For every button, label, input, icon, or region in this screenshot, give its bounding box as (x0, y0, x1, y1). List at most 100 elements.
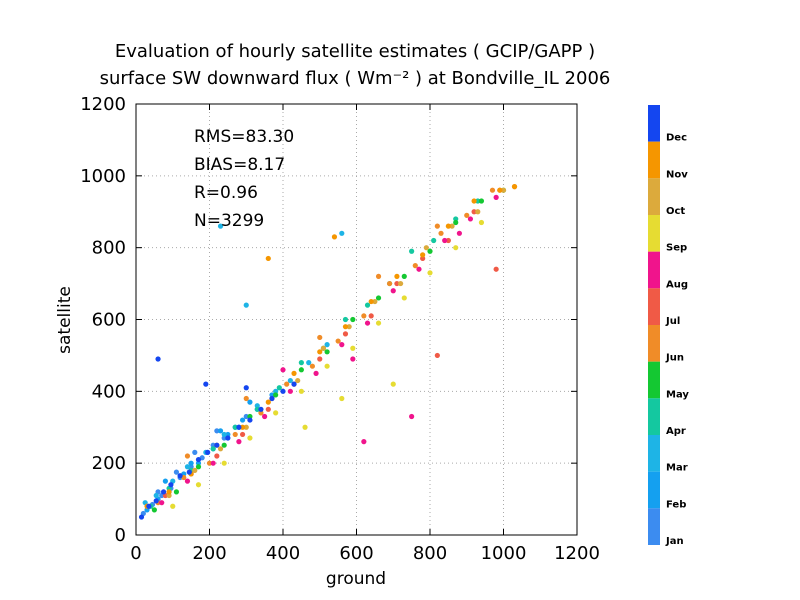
data-point-mar (287, 377, 293, 384)
stats-box: RMS=83.30 BIAS=8.17 R=0.96 N=3299 (194, 127, 294, 231)
data-point-nov (420, 252, 426, 258)
data-point-dec (160, 489, 167, 495)
data-point-jan (214, 428, 220, 434)
data-point-dec (225, 435, 231, 441)
data-point-oct (449, 223, 455, 229)
data-point-oct (192, 467, 198, 473)
data-point-mar (221, 431, 227, 438)
y-tick-label: 200 (92, 453, 126, 474)
x-tick-label: 600 (339, 543, 373, 564)
data-point-dec (214, 442, 220, 448)
data-point-jul (368, 313, 374, 319)
data-point-apr (210, 446, 216, 452)
data-point-jun (309, 363, 315, 369)
data-point-jan (243, 413, 249, 420)
data-point-nov (265, 255, 271, 262)
data-point-dec (280, 388, 286, 394)
data-point-dec (205, 449, 211, 455)
data-point-jun (438, 230, 444, 236)
colorbar-label-sep: Sep (666, 243, 687, 254)
data-point-may (247, 413, 253, 420)
data-point-may (478, 198, 485, 204)
data-point-sep (221, 460, 227, 466)
data-point-dec (146, 503, 152, 509)
data-point-nov (445, 223, 451, 229)
data-point-aug (493, 194, 499, 200)
data-point-may (173, 489, 180, 495)
data-point-jan (210, 442, 216, 448)
data-point-may (221, 442, 227, 448)
data-point-aug (456, 230, 462, 236)
month-colorbar: Dec Nov Oct Sep Aug Jul Jun May Apr Mar Feb Jan (648, 105, 689, 547)
data-point-aug (442, 237, 448, 244)
data-point-apr (254, 406, 260, 412)
data-point-jun (206, 460, 213, 466)
y-tick-label: 1200 (80, 94, 126, 115)
data-point-mar (339, 230, 345, 236)
colorbar-label-apr: Apr (666, 426, 686, 437)
data-point-dec (177, 473, 183, 479)
axis-ticks: 0 200 400 600 800 1000 1200 0 200 400 600 800 1000 12… (80, 94, 600, 564)
data-point-aug (210, 460, 216, 466)
data-point-sep (390, 381, 396, 387)
stat-bias: BIAS=8.17 (194, 155, 285, 175)
data-point-oct (398, 280, 404, 287)
data-point-mar (184, 464, 191, 470)
grid-lines (136, 104, 577, 535)
data-point-sep (324, 363, 330, 369)
data-point-feb (269, 392, 275, 398)
data-point-jun (412, 263, 418, 269)
stat-rms: RMS=83.30 (194, 127, 294, 147)
stat-n: N=3299 (194, 211, 264, 231)
data-point-jun (184, 453, 191, 459)
data-point-sep (375, 320, 382, 326)
data-point-may (401, 273, 407, 279)
data-point-nov (265, 399, 271, 405)
data-point-feb (195, 460, 202, 466)
data-point-jun (335, 338, 341, 344)
colorbar-label-mar: Mar (666, 463, 688, 474)
x-tick-label: 0 (130, 543, 141, 564)
data-point-jul (471, 209, 477, 215)
data-point-jul (265, 406, 271, 412)
data-point-oct (346, 324, 352, 330)
colorbar-label-feb: Feb (666, 499, 686, 510)
colorbar-swatch-dec (648, 105, 660, 142)
data-point-aug (184, 478, 191, 484)
data-point-aug (364, 320, 371, 326)
colorbar-swatch-aug (648, 251, 660, 289)
data-point-jun (434, 223, 440, 229)
colorbar-label-may: May (666, 389, 689, 400)
data-point-nov (291, 370, 297, 376)
data-point-oct (243, 424, 249, 430)
data-point-aug (339, 342, 345, 348)
data-point-oct (372, 298, 378, 305)
data-point-jan (221, 435, 227, 441)
x-tick-label: 400 (266, 543, 300, 564)
data-point-apr (364, 302, 371, 308)
data-point-may (350, 316, 356, 323)
x-tick-label: 800 (413, 543, 447, 564)
data-point-may (273, 392, 279, 398)
data-point-dec (243, 385, 249, 391)
data-point-nov (342, 324, 349, 330)
data-point-mar (324, 342, 330, 348)
data-point-jan (173, 469, 180, 475)
data-point-aug (236, 439, 242, 445)
colorbar-label-dec: Dec (666, 133, 687, 144)
data-point-aug (409, 413, 415, 420)
data-point-apr (453, 216, 459, 222)
data-point-sep (350, 345, 356, 351)
colorbar-label-jul: Jul (665, 316, 680, 327)
data-point-dec (195, 456, 202, 463)
data-point-jun (361, 313, 367, 319)
data-point-dec (258, 406, 264, 412)
data-point-apr (409, 248, 415, 254)
data-point-aug (350, 356, 356, 362)
data-point-aug (390, 288, 396, 294)
data-point-nov (394, 273, 400, 279)
data-points (138, 184, 518, 520)
colorbar-label-oct: Oct (666, 206, 685, 217)
x-tick-label: 200 (192, 543, 226, 564)
